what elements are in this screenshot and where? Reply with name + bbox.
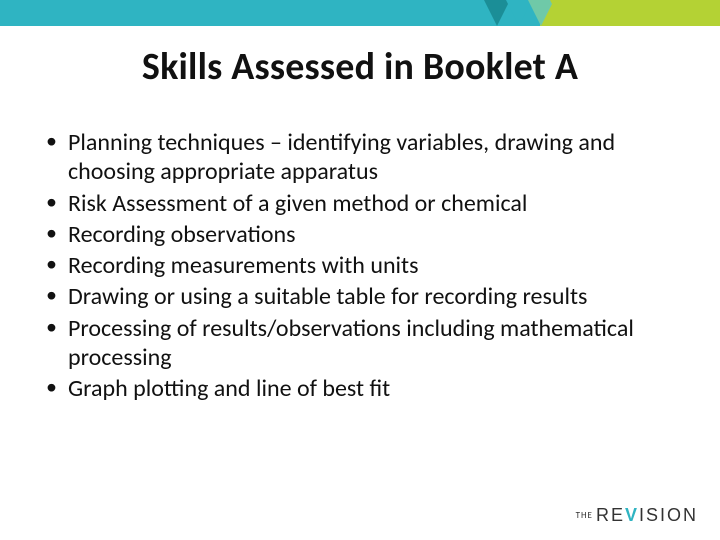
list-item: Drawing or using a suitable table for re… [40, 282, 680, 311]
logo-accent: V [625, 505, 639, 525]
brand-logo: THE REVISION [576, 505, 698, 526]
bullet-list: Planning techniques – identifying variab… [40, 128, 680, 403]
list-item: Processing of results/observations inclu… [40, 314, 680, 373]
band-teal [0, 0, 540, 26]
slide-title: Skills Assessed in Booklet A [0, 44, 720, 90]
list-item: Recording measurements with units [40, 251, 680, 280]
list-item: Recording observations [40, 220, 680, 249]
list-item: Risk Assessment of a given method or che… [40, 189, 680, 218]
logo-main: REVISION [596, 505, 698, 526]
logo-text-pre: RE [596, 505, 625, 525]
logo-prefix: THE [576, 510, 593, 521]
header-band [0, 0, 720, 26]
chevron-icon [550, 0, 576, 26]
list-item: Planning techniques – identifying variab… [40, 128, 680, 187]
content-area: Planning techniques – identifying variab… [40, 128, 680, 403]
logo-text-post: ISION [639, 505, 698, 525]
chevron-group [488, 0, 576, 26]
list-item: Graph plotting and line of best fit [40, 374, 680, 403]
